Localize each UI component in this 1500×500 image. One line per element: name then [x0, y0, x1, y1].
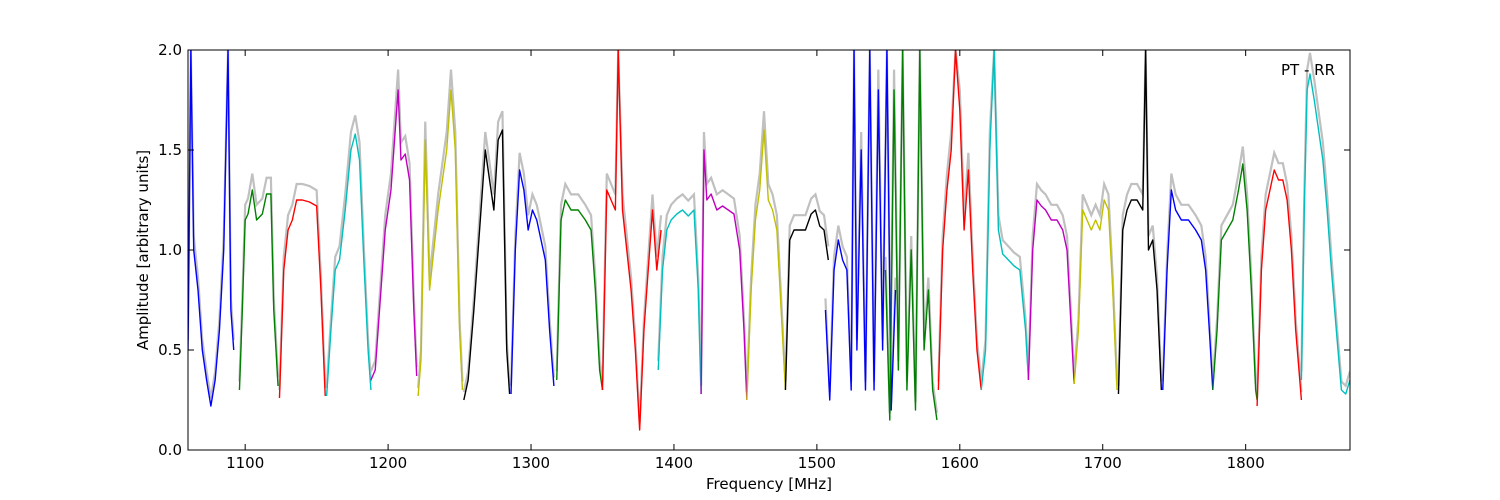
background-trace-2	[278, 182, 327, 390]
x-tick-label: 1200	[369, 454, 407, 472]
series-line-11	[700, 149, 748, 401]
series-line-10	[657, 209, 702, 395]
series-line-24	[1300, 73, 1350, 395]
background-trace-21	[1161, 173, 1214, 382]
background-trace-9	[601, 50, 663, 424]
x-tick-label: 1100	[226, 454, 264, 472]
series-line-12	[746, 129, 787, 401]
series-line-6	[463, 129, 511, 401]
x-tick-label: 1500	[798, 454, 836, 472]
series-line-18	[1027, 199, 1075, 385]
y-tick-label: 1.0	[158, 241, 182, 259]
series-line-22	[1212, 163, 1258, 401]
series-line-16	[937, 50, 982, 391]
series-line-8	[556, 199, 604, 391]
series-line-23	[1256, 169, 1303, 407]
y-tick-label: 2.0	[158, 41, 182, 59]
series-line-3	[325, 133, 372, 397]
series-line-13	[784, 209, 830, 391]
plot-annotation: PT - RR	[1281, 61, 1335, 79]
y-tick-label: 0.0	[158, 441, 182, 459]
y-tick-label: 0.5	[158, 341, 182, 359]
background-trace-12	[745, 111, 787, 393]
x-tick-label: 1800	[1227, 454, 1265, 472]
series-line-1	[238, 189, 279, 391]
series-line-14	[824, 50, 897, 411]
series-line-19	[1073, 199, 1118, 391]
series-line-7	[510, 169, 555, 395]
x-axis-title: Frequency [MHz]	[706, 475, 832, 493]
background-trace-24	[1300, 52, 1350, 388]
series-line-9	[601, 50, 662, 431]
x-tick-label: 1400	[655, 454, 693, 472]
series-line-4	[370, 89, 418, 381]
x-tick-label: 1700	[1084, 454, 1122, 472]
series-line-20	[1117, 50, 1163, 395]
background-trace-15	[884, 50, 939, 413]
y-axis-title: Amplitude [arbitrary units]	[134, 150, 152, 350]
background-trace-7	[509, 152, 555, 386]
x-axis-ticks: 1100 1200 1300 1400 1500 1600 1700 1800	[226, 50, 1265, 472]
series-line-15	[884, 50, 938, 421]
series-line-2	[278, 199, 326, 399]
y-axis-ticks: 0.0 0.5 1.0 1.5 2.0	[158, 41, 1350, 459]
series-line-21	[1162, 189, 1214, 391]
series-line-5	[417, 89, 464, 397]
x-tick-label: 1300	[512, 454, 550, 472]
x-tick-label: 1600	[941, 454, 979, 472]
series-layer	[188, 50, 1350, 431]
series-line-17	[980, 50, 1030, 391]
background-trace-10	[657, 191, 703, 386]
y-tick-label: 1.5	[158, 141, 182, 159]
background-trace-13	[784, 192, 830, 382]
